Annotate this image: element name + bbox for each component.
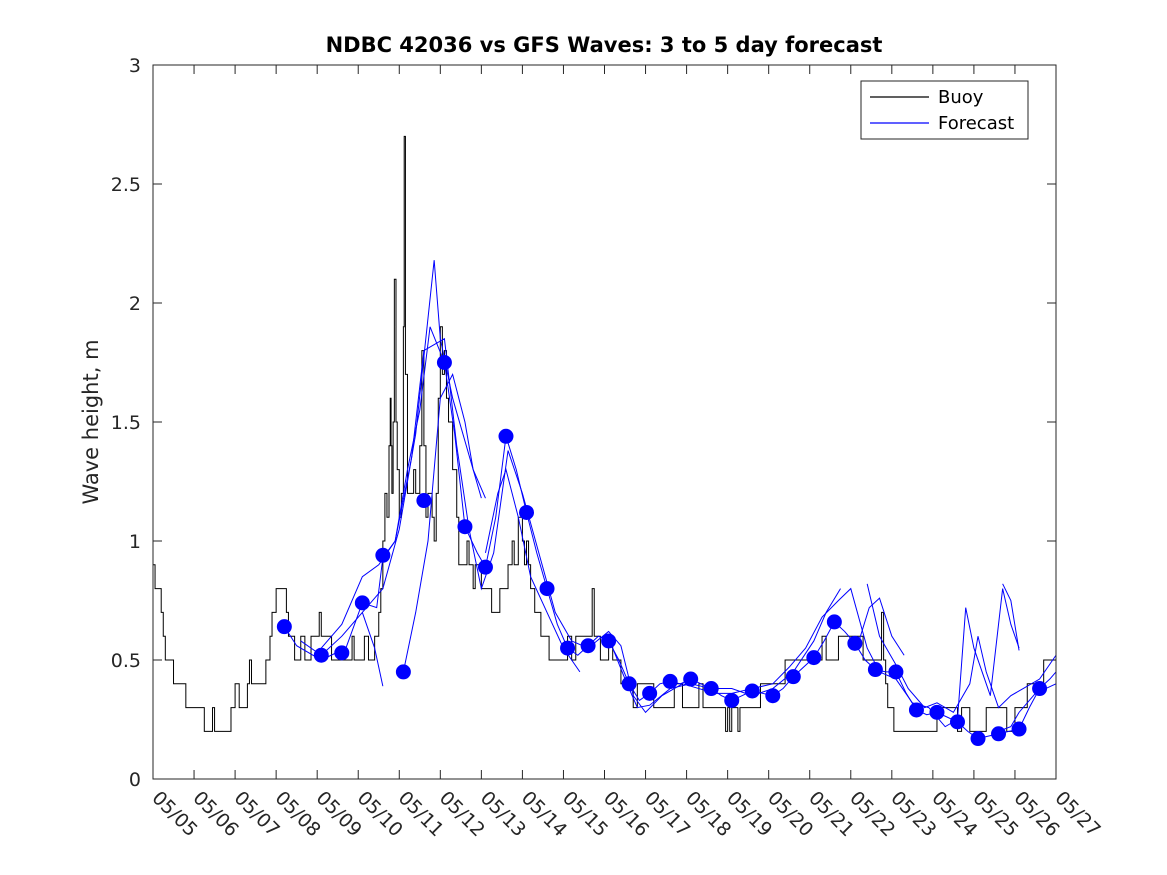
legend: Buoy Forecast — [860, 80, 1029, 140]
forecast-marker — [416, 493, 432, 509]
forecast-line — [484, 467, 581, 673]
y-tick-label: 0.5 — [111, 650, 141, 672]
legend-label-forecast: Forecast — [938, 113, 1014, 134]
y-tick-label: 0 — [129, 769, 141, 791]
y-tick-label: 2.5 — [111, 174, 141, 196]
forecast-marker — [970, 731, 986, 747]
forecast-line — [612, 588, 841, 709]
forecast-marker — [354, 595, 370, 611]
forecast-marker — [991, 726, 1007, 742]
y-tick-label: 1.5 — [111, 412, 141, 434]
forecast-line — [402, 373, 486, 673]
forecast-marker — [621, 676, 637, 692]
forecast-marker — [908, 702, 924, 718]
forecast-marker — [949, 714, 965, 730]
forecast-marker — [276, 619, 292, 635]
buoy-line — [153, 135, 1056, 732]
forecast-markers — [276, 355, 1048, 747]
y-axis-label: Wave height, m — [79, 339, 103, 504]
forecast-line — [300, 260, 482, 656]
forecast-marker — [1011, 721, 1027, 737]
forecast-marker — [888, 664, 904, 680]
y-tick-label: 3 — [129, 55, 141, 77]
plot-area — [153, 65, 1056, 779]
forecast-marker — [826, 614, 842, 630]
y-tick-label: 1 — [129, 531, 141, 553]
forecast-marker — [724, 692, 740, 708]
y-tick-label: 2 — [129, 293, 141, 315]
forecast-marker — [806, 650, 822, 666]
forecast-marker — [436, 355, 452, 370]
forecast-marker — [477, 559, 493, 575]
buoy-series — [153, 135, 1056, 732]
forecast-line — [1002, 583, 1020, 651]
forecast-marker — [580, 638, 596, 654]
forecast-marker — [785, 669, 801, 685]
forecast-marker — [313, 647, 329, 663]
forecast-marker — [334, 645, 350, 661]
forecast-marker — [601, 633, 617, 649]
forecast-marker — [703, 681, 719, 697]
forecast-marker — [519, 504, 535, 520]
forecast-marker — [457, 519, 473, 535]
plot-border — [152, 64, 1057, 780]
forecast-marker — [1032, 681, 1048, 697]
forecast-marker — [847, 635, 863, 651]
forecast-marker — [395, 664, 411, 680]
forecast-marker — [539, 581, 555, 597]
forecast-marker — [683, 671, 699, 687]
forecast-marker — [765, 688, 781, 704]
legend-box — [860, 80, 1029, 140]
forecast-marker — [929, 704, 945, 720]
legend-label-buoy: Buoy — [938, 87, 984, 108]
forecast-marker — [867, 662, 883, 678]
forecast-marker — [498, 428, 514, 444]
forecast-marker — [744, 683, 760, 699]
forecast-marker — [560, 640, 576, 656]
forecast-marker — [375, 547, 391, 563]
forecast-marker — [642, 685, 658, 701]
forecast-marker — [662, 673, 678, 689]
forecast-line — [858, 597, 905, 656]
forecast-line — [361, 612, 384, 687]
chart-title: NDBC 42036 vs GFS Waves: 3 to 5 day fore… — [326, 33, 883, 57]
